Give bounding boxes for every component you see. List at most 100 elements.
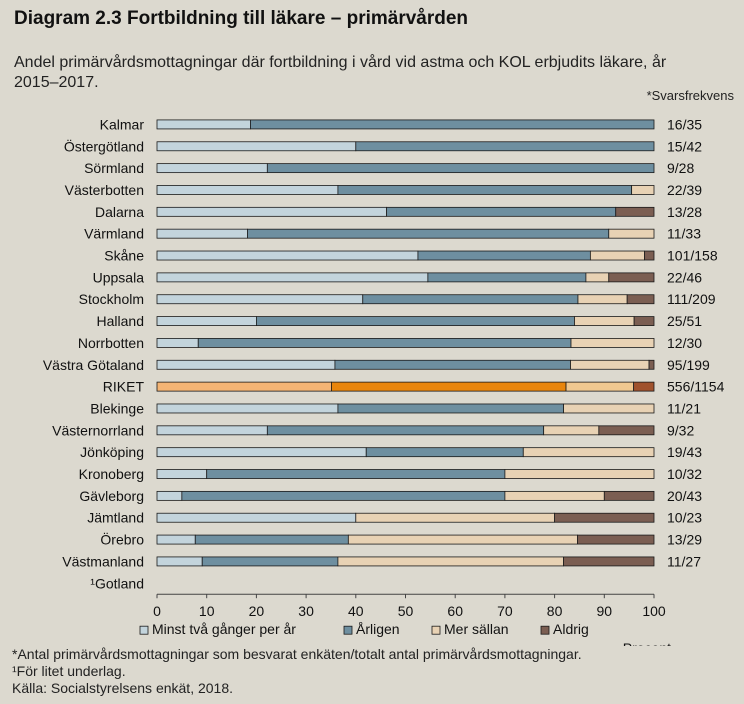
category-label-orebro: Örebro [100, 531, 144, 548]
bar-jamtland-aldrig [554, 512, 655, 523]
response-rate-norrbotten: 12/30 [667, 335, 702, 351]
x-tick-label-0: 0 [153, 603, 161, 619]
bar-riket-aldrig [633, 381, 655, 392]
bar-vastra-gotaland-arligen [334, 359, 571, 370]
category-label-sormland: Sörmland [84, 160, 144, 176]
x-tick-label-80: 80 [547, 603, 563, 619]
response-rate-vastra-gotaland: 95/199 [667, 357, 710, 373]
response-rate-stockholm: 111/209 [667, 291, 716, 307]
legend-swatch-arligen [343, 625, 353, 635]
category-label-dalarna: Dalarna [95, 204, 144, 220]
bar-vasterbotten-minst-tva-ganger-per-ar [156, 185, 339, 195]
chart-subtitle: Andel primärvårdsmottagningar där fortbi… [14, 54, 667, 91]
bar-dalarna-minst-tva-ganger-per-ar [156, 206, 388, 217]
response-rate-riket: 556/1154 [667, 379, 725, 395]
bar-stockholm-arligen [362, 294, 579, 305]
bar-ostergotland-minst-tva-ganger-per-ar [156, 141, 357, 152]
legend-label-mer-sallan: Mer sällan [444, 621, 509, 637]
category-label-jamtland: Jämtland [87, 510, 144, 526]
bar-orebro-minst-tva-ganger-per-ar [156, 534, 196, 545]
bar-vastra-gotaland-mer-sallan [570, 359, 650, 370]
bar-vastmanland-minst-tva-ganger-per-ar [156, 556, 203, 567]
response-rate-halland: 25/51 [667, 313, 702, 329]
bar-kronoberg-arligen [206, 469, 506, 479]
bar-vasternorrland-mer-sallan [543, 425, 600, 436]
x-tick-label-40: 40 [348, 603, 364, 619]
response-rate-kronoberg: 10/32 [667, 466, 702, 482]
category-label-stockholm: Stockholm [79, 291, 144, 307]
response-rate-ostergotland: 15/42 [667, 138, 702, 154]
footnote-response: *Antal primärvårdsmottagningar som besva… [12, 646, 582, 662]
bar-kronoberg-minst-tva-ganger-per-ar [156, 469, 208, 479]
bar-vastra-gotaland-aldrig [648, 359, 655, 370]
response-rate-kalmar: 16/35 [667, 116, 702, 132]
chart-title: Diagram 2.3 Fortbildning till läkare – p… [14, 8, 469, 29]
response-rate-orebro: 13/29 [667, 532, 702, 548]
bar-riket-minst-tva-ganger-per-ar [156, 381, 332, 392]
category-label-vastmanland: Västmanland [62, 553, 144, 569]
bar-vasterbotten-mer-sallan [631, 185, 655, 195]
footnote-small-base: ¹För litet underlag. [12, 663, 126, 679]
response-rate-header: *Svarsfrekvens [646, 88, 734, 103]
bar-vasterbotten-arligen [337, 185, 633, 195]
bar-skane-arligen [417, 250, 591, 261]
bar-orebro-mer-sallan [347, 534, 578, 545]
response-rate-uppsala: 22/46 [667, 269, 702, 285]
x-tick-label-20: 20 [249, 603, 265, 619]
bar-dalarna-arligen [386, 206, 617, 217]
x-tick-label-10: 10 [199, 603, 215, 619]
bar-riket-mer-sallan [565, 381, 635, 392]
category-label-riket: RIKET [103, 379, 145, 395]
x-tick-label-50: 50 [398, 603, 414, 619]
stacked-bar-chart: Kalmar 16/35 Östergötland 15/42 Sörmland 9/28… [43, 116, 725, 646]
bar-halland-mer-sallan [574, 316, 635, 326]
bar-stockholm-mer-sallan [577, 294, 628, 305]
bar-blekinge-minst-tva-ganger-per-ar [156, 403, 339, 414]
response-rate-jamtland: 10/23 [667, 510, 702, 526]
bar-vastmanland-mer-sallan [337, 556, 564, 567]
bar-gavleborg-aldrig [603, 490, 655, 501]
category-label-gavleborg: Gävleborg [79, 488, 144, 504]
bar-jonkoping-arligen [365, 447, 524, 458]
legend-swatch-minst-tva-ganger-per-ar [139, 625, 149, 635]
category-label-varmland: Värmland [84, 226, 144, 242]
response-rate-dalarna: 13/28 [667, 204, 702, 220]
category-label-vasternorrland: Västernorrland [52, 422, 144, 438]
bar-varmland-minst-tva-ganger-per-ar [156, 228, 248, 239]
bar-halland-arligen [255, 316, 575, 326]
bar-ostergotland-arligen [355, 141, 655, 152]
category-label-skane: Skåne [104, 248, 144, 264]
category-label-halland: Halland [97, 313, 144, 329]
bar-sormland-arligen [266, 163, 655, 174]
bar-skane-minst-tva-ganger-per-ar [156, 250, 419, 261]
response-rate-jonkoping: 19/43 [667, 444, 702, 460]
bar-vastmanland-aldrig [563, 556, 655, 567]
bar-vastmanland-arligen [201, 556, 339, 567]
response-rate-blekinge: 11/21 [667, 400, 701, 416]
category-label-norrbotten: Norrbotten [78, 335, 144, 351]
response-rate-varmland: 11/33 [667, 226, 701, 242]
x-axis-title: Procent [623, 640, 671, 646]
x-tick-label-30: 30 [298, 603, 314, 619]
category-label-vasterbotten: Västerbotten [65, 182, 144, 198]
bar-halland-aldrig [633, 316, 655, 326]
bar-riket-arligen [331, 381, 567, 392]
bar-norrbotten-arligen [197, 338, 572, 348]
bar-orebro-aldrig [577, 534, 655, 545]
category-label-blekinge: Blekinge [90, 400, 144, 416]
legend-label-arligen: Årligen [356, 621, 400, 637]
category-label-vastra-gotaland: Västra Götaland [43, 357, 144, 373]
bar-uppsala-mer-sallan [585, 272, 610, 283]
bar-varmland-arligen [247, 228, 610, 239]
response-rate-sormland: 9/28 [667, 160, 694, 176]
legend-swatch-aldrig [540, 625, 550, 635]
bar-jamtland-mer-sallan [355, 512, 555, 523]
bar-kalmar-arligen [250, 119, 655, 130]
bar-norrbotten-mer-sallan [570, 338, 655, 348]
response-rate-skane: 101/158 [667, 248, 718, 264]
bar-dalarna-aldrig [615, 206, 655, 217]
x-tick-label-90: 90 [597, 603, 613, 619]
x-tick-label-70: 70 [497, 603, 513, 619]
bar-stockholm-aldrig [626, 294, 655, 305]
bar-uppsala-arligen [427, 272, 587, 283]
